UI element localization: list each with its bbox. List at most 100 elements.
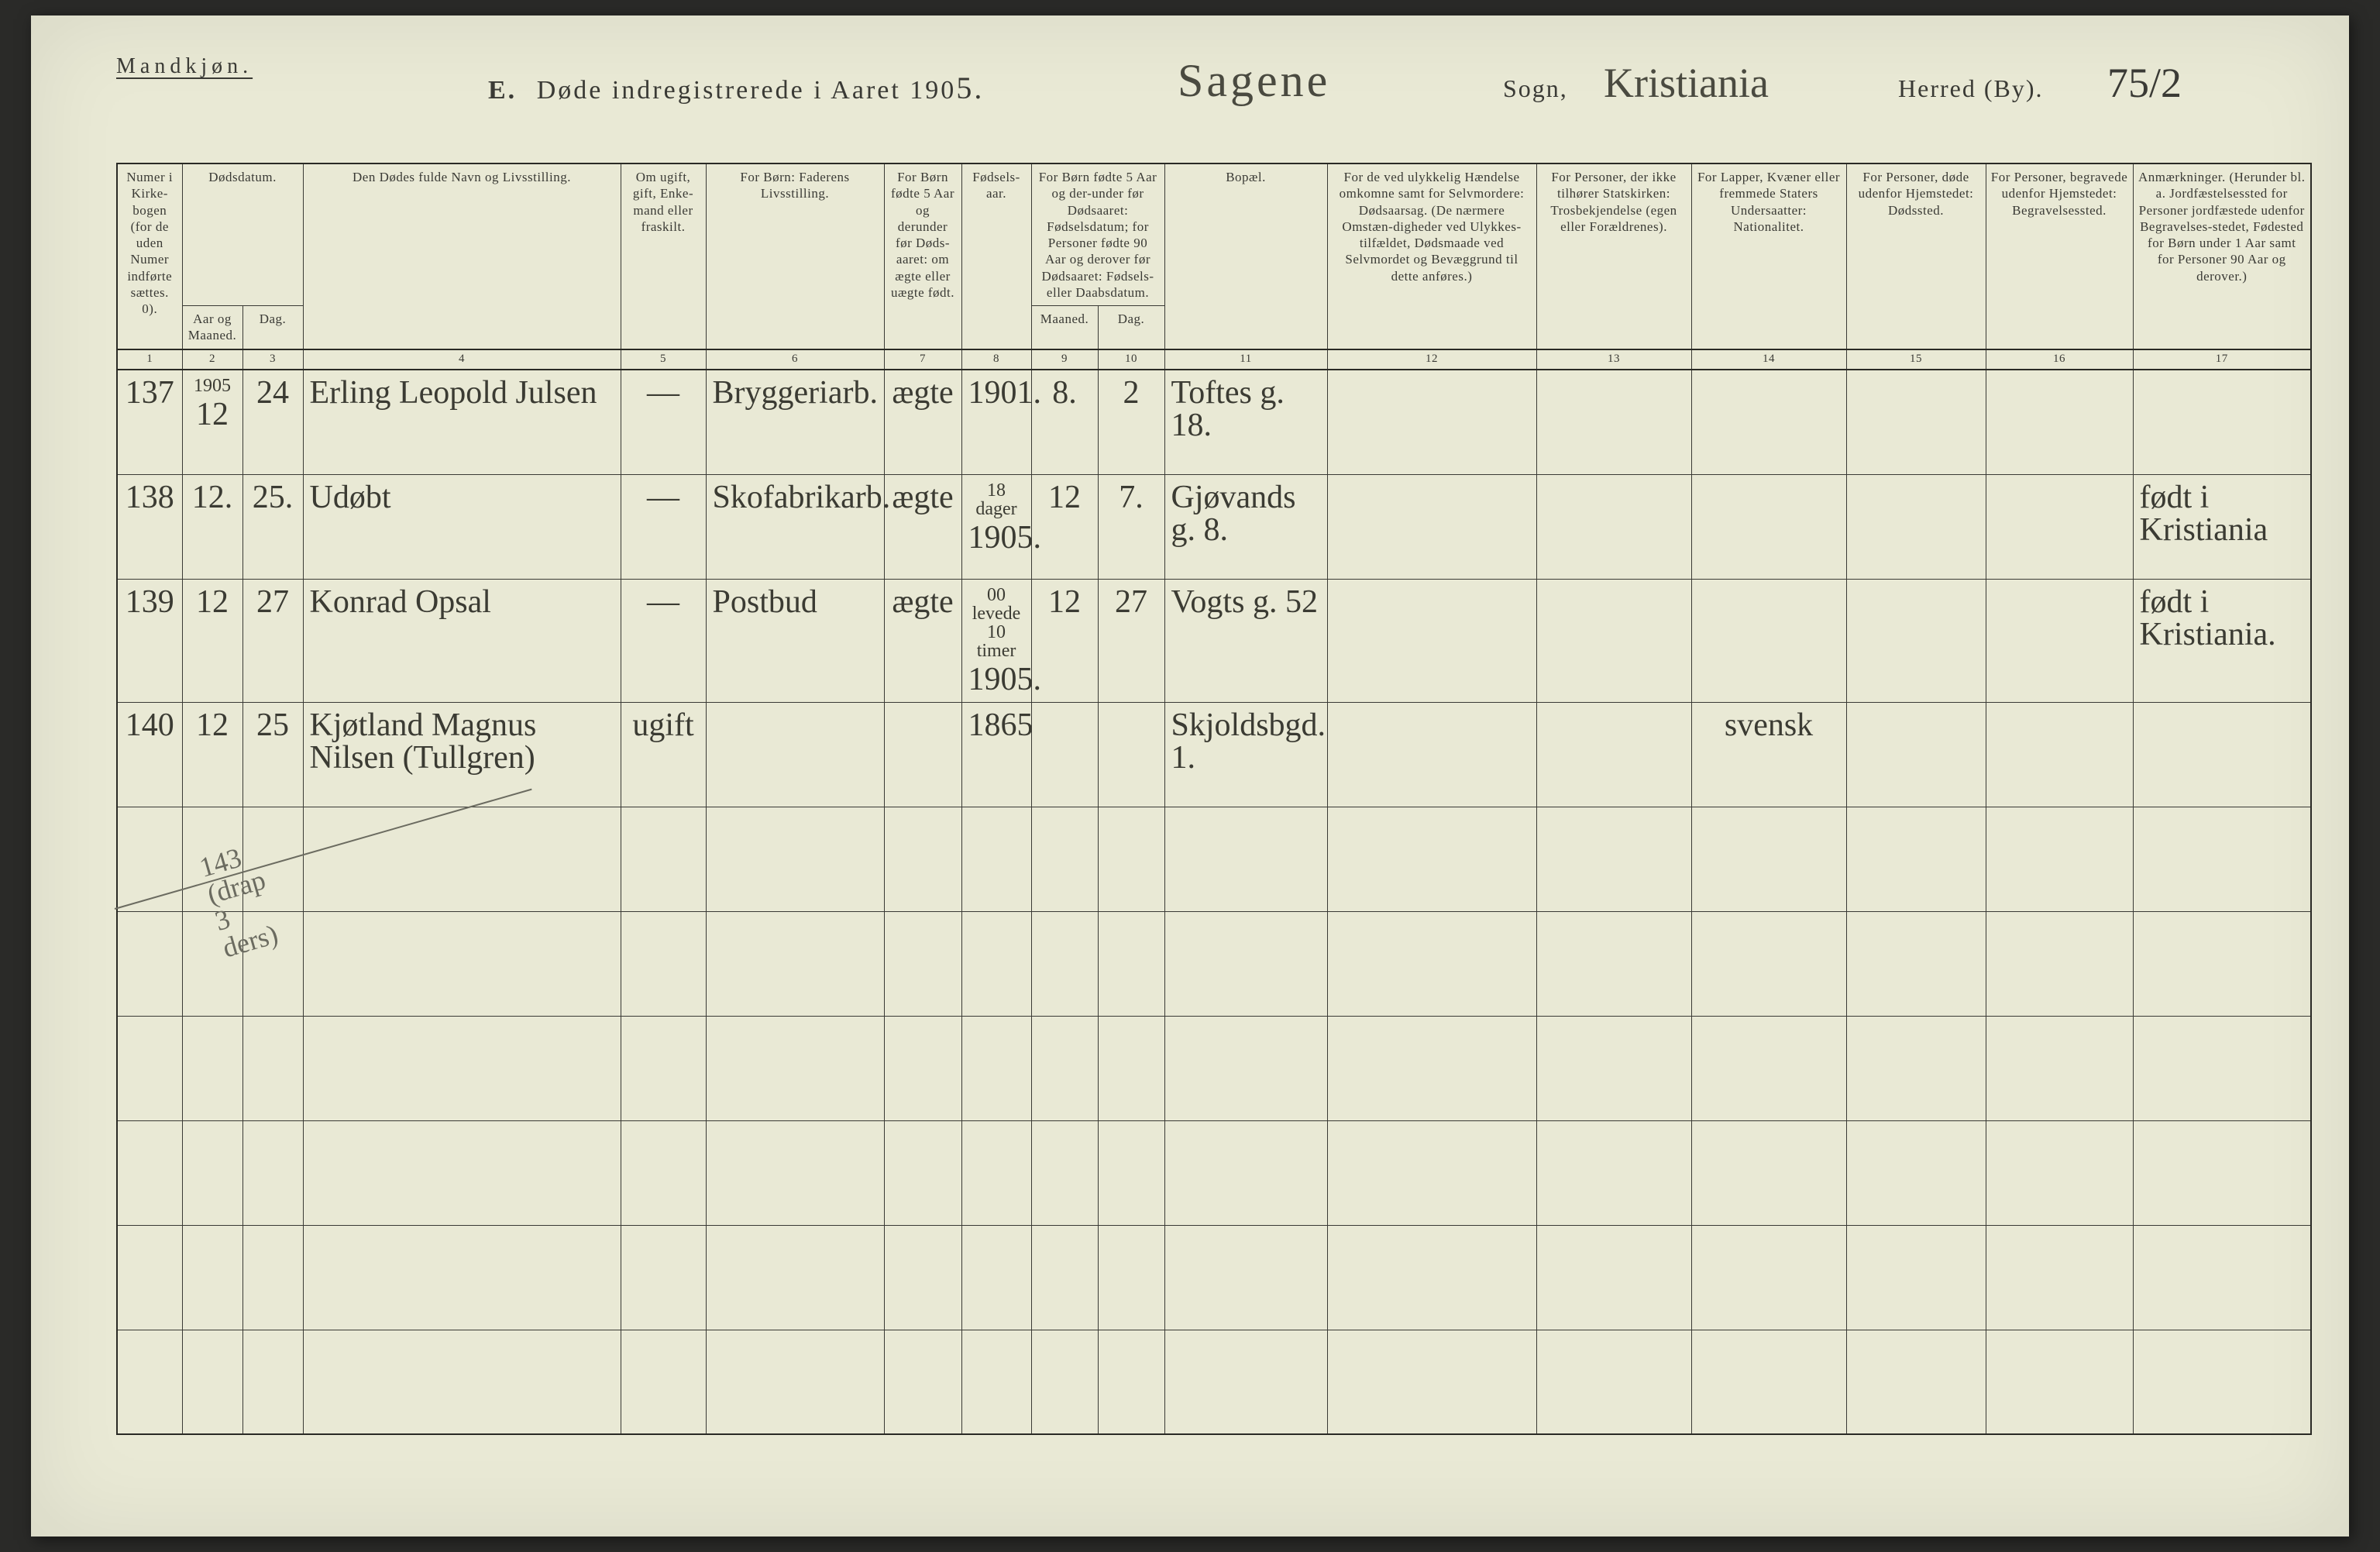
cell	[1846, 1016, 1986, 1120]
cell	[1846, 1330, 1986, 1434]
cell	[117, 911, 182, 1016]
district-handwritten: Kristiania	[1604, 59, 1769, 107]
cell	[621, 1330, 706, 1434]
cell	[884, 1225, 961, 1330]
cell: Bryggeriarb.	[706, 370, 884, 474]
col-number: 5	[621, 349, 706, 370]
page-number-handwritten: 75/2	[2107, 59, 2182, 107]
cell	[1536, 702, 1691, 807]
age-note: 18 dager	[968, 481, 1025, 518]
cell	[1031, 1016, 1098, 1120]
cell	[961, 1016, 1031, 1120]
cell	[242, 1225, 303, 1330]
cell	[1164, 1120, 1327, 1225]
cell: Konrad Opsal	[303, 579, 621, 702]
cell	[1986, 474, 2133, 579]
col-number: 1	[117, 349, 182, 370]
table-body: 137 1905 12 24 Erling Leopold Julsen — B…	[117, 370, 2311, 1434]
cell: Gjøvands g. 8.	[1164, 474, 1327, 579]
table-row	[117, 911, 2311, 1016]
cell	[182, 1330, 242, 1434]
cell	[303, 1330, 621, 1434]
cell: —	[621, 579, 706, 702]
cell	[1536, 1330, 1691, 1434]
cell: 25.	[242, 474, 303, 579]
cell	[961, 1120, 1031, 1225]
cell	[303, 1120, 621, 1225]
col-number: 12	[1327, 349, 1536, 370]
cell	[303, 1016, 621, 1120]
cell	[1986, 579, 2133, 702]
cell	[621, 911, 706, 1016]
cell	[1846, 702, 1986, 807]
cell	[706, 807, 884, 911]
cell	[1986, 911, 2133, 1016]
cell	[1846, 370, 1986, 474]
cell	[706, 1016, 884, 1120]
cell-value: 1905.	[968, 520, 1042, 556]
table-row	[117, 1330, 2311, 1434]
col-header: For Lapper, Kvæner eller fremmede Stater…	[1691, 163, 1846, 349]
cell	[706, 1120, 884, 1225]
cell	[182, 1120, 242, 1225]
cell	[1691, 370, 1846, 474]
col-subheader: Maaned.	[1031, 306, 1098, 349]
cell	[1098, 1330, 1164, 1434]
cell	[1986, 1330, 2133, 1434]
cell: —	[621, 474, 706, 579]
table-row: 137 1905 12 24 Erling Leopold Julsen — B…	[117, 370, 2311, 474]
page-title: E. Døde indregistrerede i Aaret 1905.	[488, 70, 984, 106]
cell	[1986, 370, 2133, 474]
col-header: For Børn fødte 5 Aar og der-under før Dø…	[1031, 163, 1164, 306]
cell	[1691, 911, 1846, 1016]
col-header: Anmærkninger. (Herunder bl. a. Jordfæste…	[2133, 163, 2311, 349]
cell	[2133, 1120, 2311, 1225]
table-row: 143 (drap 3 ders)	[117, 807, 2311, 911]
cell	[621, 807, 706, 911]
col-header: Numer i Kirke-bogen (for de uden Numer i…	[117, 163, 182, 349]
title-text: Døde indregistrerede i Aaret 190	[537, 76, 957, 105]
cell	[1164, 911, 1327, 1016]
cell	[1691, 1330, 1846, 1434]
cell	[242, 1330, 303, 1434]
cell	[1031, 1225, 1098, 1330]
cell: —	[621, 370, 706, 474]
cell	[706, 911, 884, 1016]
cell	[117, 1120, 182, 1225]
cell	[1691, 1016, 1846, 1120]
cell	[1691, 474, 1846, 579]
cell	[2133, 1330, 2311, 1434]
cell-value: 12	[196, 397, 229, 432]
col-header: For Børn: Faderens Livsstilling.	[706, 163, 884, 349]
cell: 18 dager 1905.	[961, 474, 1031, 579]
cell	[1986, 1016, 2133, 1120]
cell-value: 1905.	[968, 662, 1042, 697]
cell	[1164, 807, 1327, 911]
cell	[1098, 702, 1164, 807]
cell	[303, 911, 621, 1016]
col-number: 3	[242, 349, 303, 370]
col-header: For de ved ulykkelig Hændelse omkomne sa…	[1327, 163, 1536, 349]
cell	[1098, 1120, 1164, 1225]
col-number: 11	[1164, 349, 1327, 370]
cell	[706, 702, 884, 807]
cell: 24	[242, 370, 303, 474]
cell	[1846, 474, 1986, 579]
ledger-page: Mandkjøn. E. Døde indregistrerede i Aare…	[31, 15, 2349, 1537]
cell	[1536, 1016, 1691, 1120]
cell	[1536, 1225, 1691, 1330]
sogn-label: Sogn,	[1503, 74, 1568, 103]
cell	[1327, 370, 1536, 474]
table-header: Numer i Kirke-bogen (for de uden Numer i…	[117, 163, 2311, 370]
cell: 137	[117, 370, 182, 474]
cell	[1846, 1225, 1986, 1330]
cell	[1536, 370, 1691, 474]
cell	[1986, 702, 2133, 807]
col-subheader: Aar og Maaned.	[182, 306, 242, 349]
cell: ægte	[884, 579, 961, 702]
cell: født i Kristiania.	[2133, 579, 2311, 702]
cell	[1691, 1225, 1846, 1330]
col-number: 16	[1986, 349, 2133, 370]
cell	[182, 1225, 242, 1330]
cell: 12	[182, 579, 242, 702]
